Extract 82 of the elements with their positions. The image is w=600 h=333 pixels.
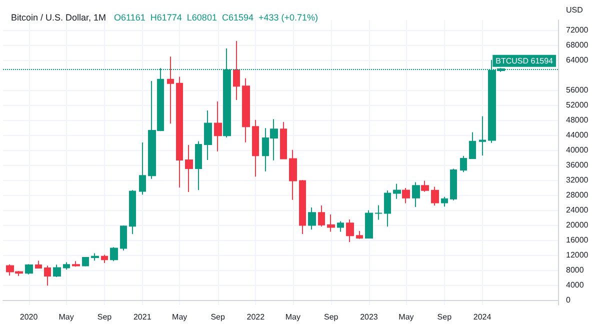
annotation: +433 (+0.71%) <box>258 12 318 22</box>
candlestick <box>356 230 363 240</box>
y-tick-label: 72000 <box>566 25 589 34</box>
y-tick-label: 16000 <box>566 236 589 245</box>
x-tick-label: Sep <box>437 312 452 322</box>
chart-title: Bitcoin / U.S. Dollar, 1M <box>11 12 106 22</box>
candlestick <box>167 56 174 124</box>
x-tick-label: 2024 <box>473 312 492 322</box>
y-tick-label: 20000 <box>566 220 589 230</box>
candlestick <box>214 100 222 152</box>
y-tick-label: 12000 <box>566 250 589 260</box>
candlestick <box>327 214 335 232</box>
x-tick-label: 2021 <box>133 312 152 322</box>
x-tick-label: May <box>58 312 74 322</box>
candlestick <box>469 132 476 160</box>
x-tick-label: 2022 <box>246 312 266 322</box>
candlestick <box>337 220 344 232</box>
annotation: C61594 <box>222 12 254 22</box>
candlestick <box>318 204 325 228</box>
y-tick-label: 8000 <box>566 266 584 275</box>
annotation: L60801 <box>186 12 217 22</box>
candlestick <box>101 254 108 264</box>
x-tick-label: Sep <box>324 312 339 322</box>
y-tick-label: 64000 <box>566 55 589 64</box>
y-tick-label: 44000 <box>566 130 589 140</box>
candlestick <box>431 186 439 206</box>
candlestick <box>421 180 429 192</box>
candlestick <box>365 210 373 239</box>
x-tick-label: May <box>172 312 188 322</box>
annotation: O61161 <box>114 12 146 22</box>
candlestick <box>460 155 467 173</box>
x-tick-label: Sep <box>210 312 226 322</box>
candlestick <box>299 180 306 235</box>
x-tick-label: May <box>285 312 300 322</box>
candlestick <box>384 190 391 228</box>
candlestick <box>82 256 89 267</box>
candlestick <box>450 168 457 201</box>
candlestick <box>139 142 146 196</box>
y-tick-label: 48000 <box>566 115 589 124</box>
candlestick <box>44 265 51 286</box>
candlestick <box>120 225 127 252</box>
candlestick <box>72 260 80 268</box>
candlestick <box>204 110 212 160</box>
candlestick <box>252 119 259 178</box>
candlestick <box>25 264 33 275</box>
y-tick-label: 32000 <box>566 175 589 184</box>
candlestick <box>393 183 401 200</box>
candlestick <box>375 204 382 220</box>
candlestick <box>402 188 410 204</box>
candlestick <box>233 40 240 100</box>
candlestick <box>280 121 287 160</box>
candlestick <box>91 252 99 262</box>
y-tick-label: 36000 <box>566 160 589 170</box>
y-tick-label: 56000 <box>566 85 589 94</box>
candlestick <box>441 196 448 208</box>
y-tick-label: 28000 <box>566 190 589 200</box>
y-tick-label: 24000 <box>566 206 589 214</box>
y-tick-label: 68000 <box>566 40 589 50</box>
x-tick-label: May <box>398 312 414 322</box>
ref-line-label: BTCUSD 61594 <box>496 56 554 66</box>
candlestick <box>195 140 202 191</box>
y-tick-label: 0 <box>566 296 571 305</box>
candlestick <box>53 264 61 278</box>
y-tick-label: 40000 <box>566 145 589 154</box>
candlestick <box>63 262 70 270</box>
candlestick <box>479 116 486 156</box>
candlestick <box>129 190 136 235</box>
candlestick <box>308 206 316 230</box>
annotation: H61774 <box>150 12 182 22</box>
candlestick <box>242 78 250 143</box>
x-tick-label: Sep <box>97 312 112 322</box>
y-tick-label: 52000 <box>566 100 589 110</box>
x-tick-label: 2020 <box>20 312 38 322</box>
y-tick-label: 4000 <box>566 280 584 290</box>
y-axis-title: USD <box>566 6 584 14</box>
candlestick <box>35 260 42 269</box>
candlestick <box>346 218 354 242</box>
candlestick <box>185 144 193 192</box>
candlestick <box>110 246 118 262</box>
x-tick-label: 2023 <box>360 312 378 322</box>
candlestick <box>289 149 297 200</box>
candlestick <box>412 182 420 208</box>
